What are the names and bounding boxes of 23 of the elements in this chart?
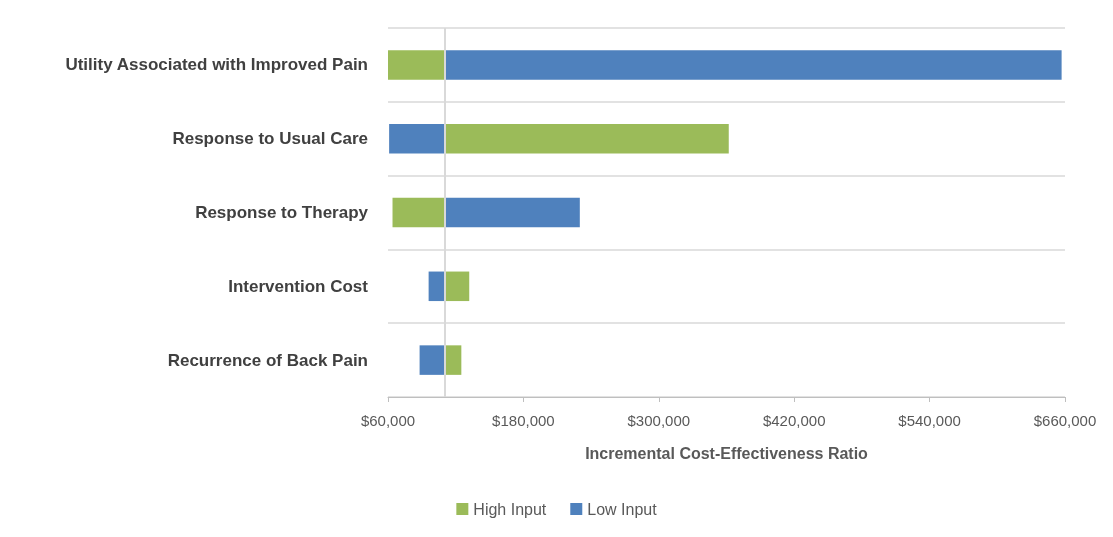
x-tick-label: $180,000 — [492, 412, 555, 429]
y-tick-label: Utility Associated with Improved Pain — [65, 55, 368, 75]
x-tick-label: $660,000 — [1033, 412, 1097, 429]
y-tick-label: Response to Therapy — [195, 203, 369, 222]
x-tick-label: $540,000 — [898, 412, 961, 429]
y-tick-label: Response to Usual Care — [172, 129, 368, 149]
bar — [389, 123, 445, 154]
bar — [388, 50, 445, 80]
x-axis-title: Incremental Cost-Effectiveness Ratio — [585, 444, 869, 462]
legend-label: Low Input — [587, 500, 658, 518]
bar — [444, 271, 470, 302]
x-tick-label: $300,000 — [627, 412, 691, 429]
bar — [444, 197, 580, 228]
bar — [428, 271, 445, 302]
bar — [444, 50, 1062, 80]
y-tick-label: Intervention Cost — [228, 276, 369, 296]
bar — [392, 197, 445, 228]
bar — [419, 345, 445, 375]
bar — [444, 123, 729, 154]
legend-label: High Input — [473, 500, 547, 518]
x-tick-label: $420,000 — [762, 412, 826, 429]
y-tick-label: Recurrence of Back Pain — [167, 350, 368, 370]
x-tick-label: $60,000 — [360, 412, 416, 429]
